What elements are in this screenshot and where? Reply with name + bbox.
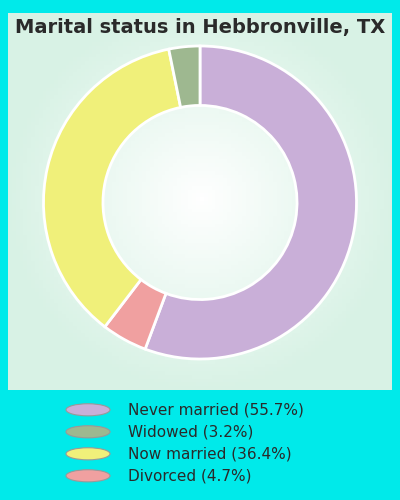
Text: Divorced (4.7%): Divorced (4.7%) bbox=[128, 468, 252, 483]
Circle shape bbox=[66, 404, 110, 416]
Wedge shape bbox=[44, 49, 181, 327]
Wedge shape bbox=[169, 46, 200, 108]
Circle shape bbox=[66, 426, 110, 438]
Wedge shape bbox=[105, 280, 166, 349]
Text: Widowed (3.2%): Widowed (3.2%) bbox=[128, 424, 253, 440]
Circle shape bbox=[66, 448, 110, 460]
Text: Marital status in Hebbronville, TX: Marital status in Hebbronville, TX bbox=[15, 18, 385, 36]
Text: Now married (36.4%): Now married (36.4%) bbox=[128, 446, 292, 462]
Text: Never married (55.7%): Never married (55.7%) bbox=[128, 402, 304, 417]
Wedge shape bbox=[145, 46, 356, 359]
Circle shape bbox=[66, 470, 110, 482]
Text: City-Data.com: City-Data.com bbox=[305, 24, 384, 34]
